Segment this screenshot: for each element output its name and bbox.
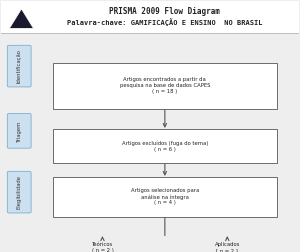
FancyBboxPatch shape [177,234,277,252]
FancyBboxPatch shape [52,177,277,216]
Text: Triagem: Triagem [17,120,22,142]
FancyBboxPatch shape [7,45,31,87]
Text: Artigos selecionados para
análise na íntegra
( n = 4 ): Artigos selecionados para análise na ínt… [131,188,199,205]
Text: Artigos encontrados a partir da
pesquisa na base de dados CAPES
( n = 18 ): Artigos encontrados a partir da pesquisa… [120,77,210,94]
Text: Elegibilidade: Elegibilidade [17,175,22,209]
Text: Identificação: Identificação [17,49,22,83]
FancyBboxPatch shape [52,234,152,252]
Text: Artigos excluídos (fuga do tema)
( n = 6 ): Artigos excluídos (fuga do tema) ( n = 6… [122,140,208,151]
Text: Palavra-chave: GAMIFICAÇÃO E ENSINO  NO BRASIL: Palavra-chave: GAMIFICAÇÃO E ENSINO NO B… [67,18,262,26]
Text: Aplicados
[ n = 2 ]: Aplicados [ n = 2 ] [214,242,240,252]
Text: Teóricos
( n = 2 ): Teóricos ( n = 2 ) [92,242,113,252]
FancyBboxPatch shape [7,113,31,148]
FancyBboxPatch shape [52,62,277,109]
Text: PRISMA 2009 Flow Diagram: PRISMA 2009 Flow Diagram [110,7,220,16]
FancyBboxPatch shape [7,171,31,213]
FancyBboxPatch shape [52,129,277,163]
FancyBboxPatch shape [2,2,298,33]
